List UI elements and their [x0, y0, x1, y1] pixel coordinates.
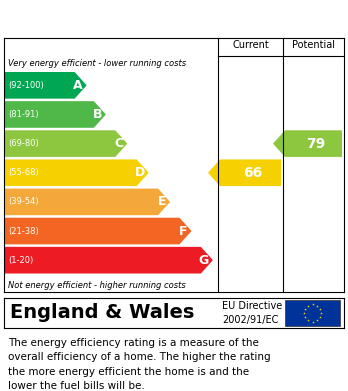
Polygon shape — [4, 130, 127, 157]
Text: F: F — [179, 224, 188, 238]
Polygon shape — [4, 218, 191, 244]
Text: EU Directive
2002/91/EC: EU Directive 2002/91/EC — [222, 301, 282, 325]
Text: Not energy efficient - higher running costs: Not energy efficient - higher running co… — [8, 282, 186, 291]
Polygon shape — [208, 160, 281, 186]
Text: E: E — [158, 196, 166, 208]
Text: (81-91): (81-91) — [8, 110, 39, 119]
Text: 66: 66 — [243, 166, 262, 180]
Polygon shape — [4, 247, 213, 273]
Polygon shape — [273, 130, 342, 157]
Text: B: B — [92, 108, 102, 121]
Polygon shape — [4, 188, 170, 215]
Text: (1-20): (1-20) — [8, 256, 33, 265]
Polygon shape — [4, 72, 87, 99]
Text: (21-38): (21-38) — [8, 226, 39, 235]
Bar — [285, 300, 340, 326]
Polygon shape — [4, 101, 106, 128]
Text: Potential: Potential — [292, 40, 335, 50]
Text: 79: 79 — [306, 136, 325, 151]
Text: D: D — [134, 166, 145, 179]
Text: C: C — [114, 137, 123, 150]
Text: Very energy efficient - lower running costs: Very energy efficient - lower running co… — [8, 59, 186, 68]
Text: England & Wales: England & Wales — [10, 303, 195, 323]
Polygon shape — [4, 160, 149, 186]
Text: (92-100): (92-100) — [8, 81, 44, 90]
Text: (39-54): (39-54) — [8, 197, 39, 206]
Text: G: G — [199, 254, 209, 267]
Text: Energy Efficiency Rating: Energy Efficiency Rating — [59, 8, 289, 26]
Text: A: A — [73, 79, 82, 92]
Text: (69-80): (69-80) — [8, 139, 39, 148]
Text: Current: Current — [232, 40, 269, 50]
Text: The energy efficiency rating is a measure of the
overall efficiency of a home. T: The energy efficiency rating is a measur… — [8, 338, 271, 391]
Text: (55-68): (55-68) — [8, 168, 39, 177]
